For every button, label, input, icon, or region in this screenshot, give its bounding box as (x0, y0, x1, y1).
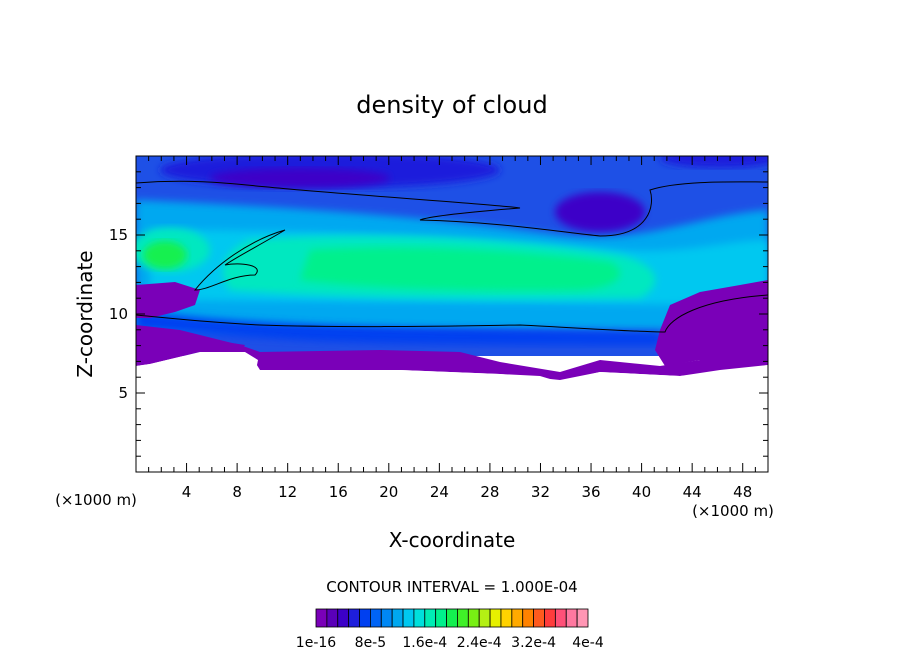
x-units-right: (×1000 m) (692, 502, 774, 520)
colorbar-swatch (457, 608, 469, 628)
x-tick-label: 32 (531, 483, 550, 501)
colorbar-swatch (315, 608, 328, 628)
colorbar-swatch (544, 608, 556, 628)
colorbar-swatch (337, 608, 350, 628)
x-tick-label: 48 (733, 483, 752, 501)
y-tick-label: 15 (109, 226, 128, 244)
colorbar-label: 1e-16 (296, 635, 336, 651)
colorbar-swatch (446, 608, 458, 628)
x-axis-ticks: 4 8 12 16 20 24 28 32 36 40 44 48 (148, 156, 756, 501)
colorbar-swatch (424, 608, 437, 628)
y-tick-label: 5 (118, 384, 128, 402)
colorbar (315, 608, 589, 628)
x-tick-label: 16 (329, 483, 348, 501)
contour-interval-label: CONTOUR INTERVAL = 1.000E-04 (326, 578, 577, 596)
colorbar-swatch (435, 608, 447, 628)
x-units-left: (×1000 m) (55, 491, 137, 509)
x-axis-label: X-coordinate (389, 528, 516, 552)
colorbar-swatch (359, 608, 371, 628)
colorbar-swatch (326, 608, 339, 628)
colorbar-swatch (369, 608, 382, 628)
x-tick-label: 28 (480, 483, 499, 501)
colorbar-swatch (348, 608, 360, 628)
x-tick-label: 12 (278, 483, 297, 501)
colorbar-swatch (413, 608, 426, 628)
colorbar-swatch (554, 608, 567, 628)
colorbar-label: 2.4e-4 (457, 635, 502, 651)
colorbar-swatch (565, 608, 578, 628)
y-axis-ticks: 5 10 15 (109, 171, 768, 457)
x-tick-label: 24 (430, 483, 449, 501)
y-tick-label: 10 (109, 305, 128, 323)
colorbar-swatch (402, 608, 415, 628)
colorbar-label: 4e-4 (572, 635, 604, 651)
x-tick-label: 40 (632, 483, 651, 501)
colorbar-swatch (391, 608, 404, 628)
chart-title: density of cloud (356, 91, 547, 119)
colorbar-swatch (478, 608, 491, 628)
colorbar-swatch (489, 608, 502, 628)
colorbar-swatch (533, 608, 545, 628)
colorbar-swatch (380, 608, 393, 628)
colorbar-labels: 1e-16 8e-5 1.6e-4 2.4e-4 3.2e-4 4e-4 (296, 635, 604, 651)
colorbar-label: 1.6e-4 (402, 635, 447, 651)
colorbar-swatch (467, 608, 480, 628)
colorbar-label: 8e-5 (355, 635, 386, 651)
colorbar-swatch (522, 608, 534, 628)
colorbar-label: 3.2e-4 (511, 635, 556, 651)
colorbar-swatch (500, 608, 513, 628)
x-tick-label: 20 (379, 483, 398, 501)
x-tick-label: 36 (581, 483, 600, 501)
colorbar-swatch (511, 608, 524, 628)
colorbar-swatch (576, 608, 589, 628)
x-tick-label: 4 (182, 483, 192, 501)
x-tick-label: 44 (683, 483, 702, 501)
y-axis-label: Z-coordinate (73, 250, 97, 377)
density-field (136, 156, 768, 472)
x-tick-label: 8 (232, 483, 242, 501)
